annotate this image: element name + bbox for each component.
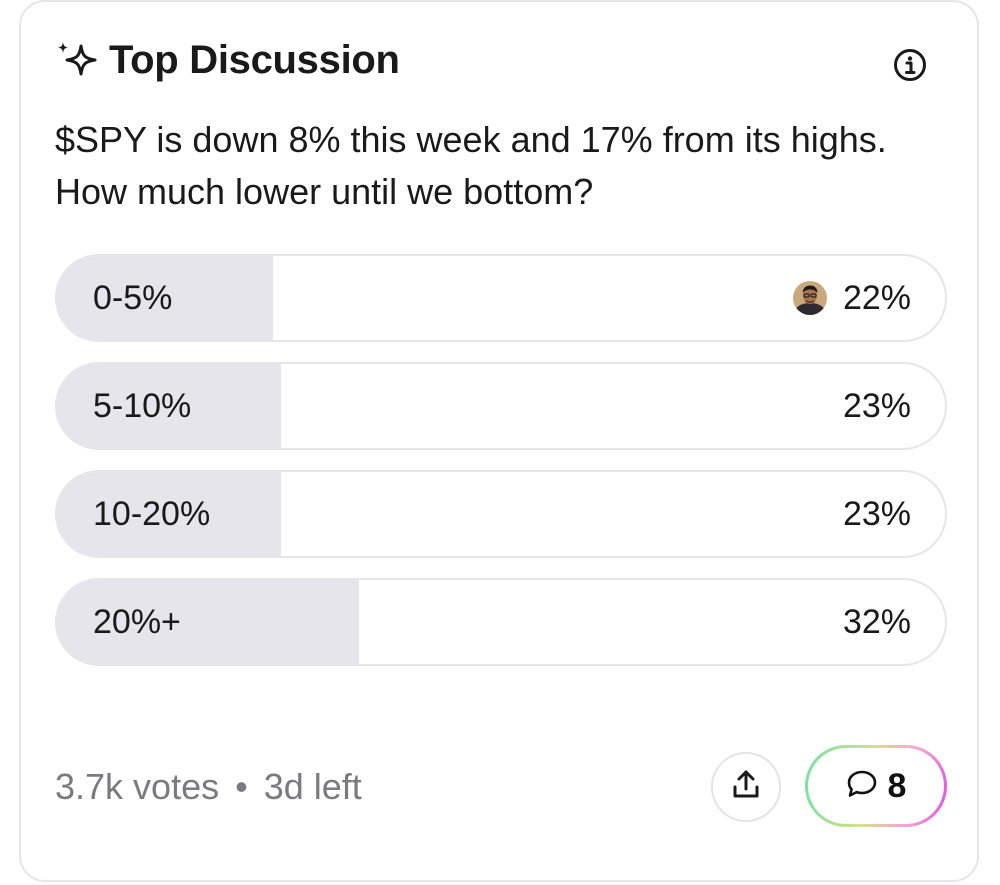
option-fill-bar bbox=[57, 256, 273, 340]
share-upload-icon bbox=[729, 768, 763, 807]
option-fill-bar bbox=[57, 472, 281, 556]
option-percent: 23% bbox=[842, 386, 911, 425]
comment-bubble-icon bbox=[846, 769, 878, 804]
comment-count: 8 bbox=[887, 766, 907, 805]
option-label: 0-5% bbox=[93, 279, 173, 317]
poll-option[interactable]: 0-5% 22% bbox=[55, 254, 947, 342]
share-button[interactable] bbox=[711, 752, 781, 822]
meta-separator: • bbox=[235, 766, 248, 807]
poll-card: Top Discussion $SPY is down 8% this week… bbox=[19, 0, 979, 882]
sparkle-icon bbox=[55, 40, 99, 80]
poll-option[interactable]: 10-20% 23% bbox=[55, 470, 947, 558]
poll-option[interactable]: 5-10% 23% bbox=[55, 362, 947, 450]
comments-button-inner: 8 bbox=[808, 748, 944, 824]
card-title: Top Discussion bbox=[109, 38, 400, 82]
option-percent: 23% bbox=[842, 494, 911, 533]
option-percent: 32% bbox=[842, 602, 911, 641]
poll-options: 0-5% 22% 5-10% bbox=[55, 254, 947, 686]
option-label: 5-10% bbox=[93, 387, 192, 425]
poll-question: $SPY is down 8% this week and 17% from i… bbox=[55, 119, 887, 212]
option-label: 20%+ bbox=[93, 603, 181, 641]
card-header: Top Discussion bbox=[55, 40, 400, 80]
voter-avatar bbox=[792, 281, 827, 315]
option-label: 10-20% bbox=[93, 495, 211, 533]
option-percent: 22% bbox=[842, 278, 911, 317]
poll-meta: 3.7k votes • 3d left bbox=[55, 762, 362, 812]
poll-option[interactable]: 20%+ 32% bbox=[55, 578, 947, 666]
comments-button[interactable]: 8 bbox=[805, 745, 947, 827]
option-result: 22% bbox=[792, 256, 911, 340]
option-result: 23% bbox=[843, 472, 911, 556]
info-icon[interactable] bbox=[893, 48, 927, 82]
option-fill-bar bbox=[57, 580, 359, 664]
time-left: 3d left bbox=[263, 766, 362, 807]
option-result: 23% bbox=[843, 364, 911, 448]
option-result: 32% bbox=[843, 580, 911, 664]
option-fill-bar bbox=[57, 364, 281, 448]
vote-count: 3.7k votes bbox=[55, 766, 220, 807]
